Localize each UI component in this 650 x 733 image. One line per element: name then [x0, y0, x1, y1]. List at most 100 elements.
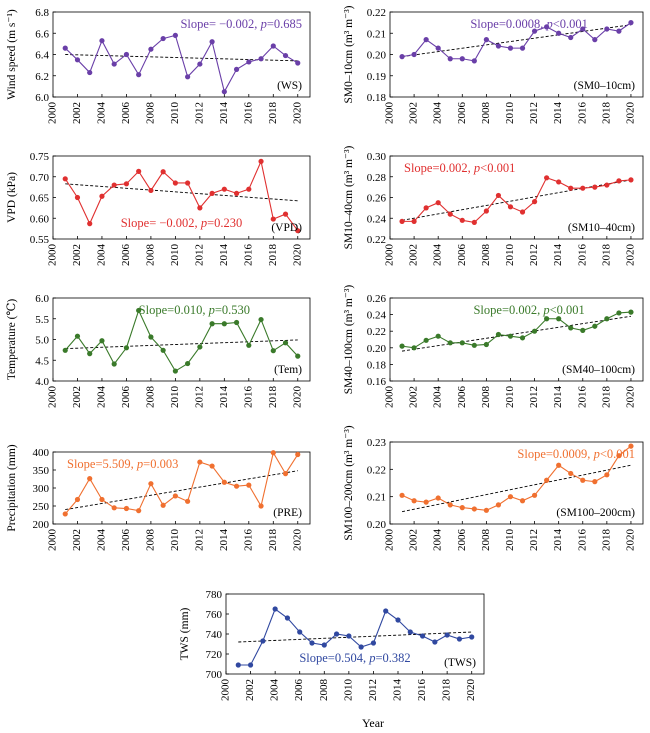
y-axis-title: TWS (mm) — [179, 607, 191, 660]
data-point — [495, 43, 502, 49]
data-point — [295, 451, 301, 458]
y-tick-label: 780 — [206, 589, 223, 601]
x-tick-label: 2000 — [47, 102, 59, 125]
slope-text: Slope=0.0008, — [470, 17, 546, 31]
data-point — [270, 348, 276, 354]
p-symbol: p — [208, 303, 215, 317]
data-point — [123, 51, 130, 58]
data-point — [407, 629, 413, 635]
data-point — [483, 507, 489, 513]
slope-annotation: Slope=0.0009, p<0.001 — [517, 447, 635, 461]
data-point — [235, 662, 241, 668]
data-point — [507, 45, 514, 51]
data-point — [74, 194, 81, 201]
data-point — [399, 54, 405, 60]
x-tick-label: 2016 — [242, 101, 254, 124]
x-tick-label: 2016 — [576, 102, 588, 125]
p-value-text: =0.230 — [207, 216, 242, 230]
data-point — [568, 34, 574, 41]
data-point — [471, 342, 477, 348]
data-point — [272, 606, 278, 612]
p-symbol: p — [368, 651, 375, 665]
data-point — [260, 638, 266, 644]
chart-panel-4: 0.22 0.24 0.26 0.28 0.30 2000 2002 2004 2006 2008… — [343, 145, 644, 267]
data-point — [282, 52, 289, 59]
p-symbol: p — [593, 447, 600, 461]
x-tick-label: 2016 — [242, 386, 254, 409]
data-point — [616, 178, 622, 184]
data-point — [544, 175, 550, 181]
x-tick-label: 2020 — [291, 529, 303, 552]
y-tick-label: 0.26 — [367, 193, 387, 205]
y-tick-label: 0.20 — [367, 519, 387, 531]
y-tick-label: 0.22 — [367, 326, 386, 338]
x-tick-label: 2018 — [600, 386, 612, 409]
y-tick-label: 0.18 — [367, 359, 387, 371]
p-value-text: <0.001 — [550, 303, 585, 317]
data-point — [258, 56, 264, 62]
x-tick-label: 2014 — [552, 529, 564, 552]
x-tick-label: 2000 — [47, 529, 59, 552]
x-tick-label: 2004 — [95, 386, 107, 409]
plot-frame — [389, 441, 644, 525]
data-point — [221, 321, 227, 327]
data-point — [136, 168, 142, 174]
y-tick-label: 0.22 — [367, 234, 386, 246]
data-point — [556, 179, 562, 185]
data-point — [148, 334, 154, 340]
data-point — [423, 37, 429, 43]
p-symbol: p — [200, 216, 207, 230]
x-tick-label: 2008 — [144, 244, 156, 267]
data-point — [483, 37, 489, 43]
x-tick-label: 2002 — [71, 386, 83, 408]
x-tick-label: 2020 — [291, 244, 303, 267]
p-symbol: p — [260, 17, 267, 31]
trend-line — [238, 631, 472, 643]
x-tick-label: 2002 — [408, 529, 420, 551]
data-point — [197, 205, 203, 211]
data-point — [435, 333, 441, 339]
y-tick-label: 0.23 — [367, 437, 387, 449]
data-point — [309, 640, 315, 646]
data-point — [495, 192, 502, 199]
data-point — [136, 508, 142, 514]
x-tick-label: 2002 — [408, 102, 420, 124]
x-tick-label: 2016 — [416, 679, 428, 702]
p-symbol: p — [473, 161, 480, 175]
data-point — [531, 28, 538, 34]
data-point — [459, 217, 465, 223]
y-tick-label: 6.6 — [35, 28, 49, 40]
data-point — [74, 496, 81, 503]
data-point — [469, 634, 475, 640]
p-value-text: =0.685 — [267, 17, 302, 31]
data-point — [99, 193, 105, 199]
x-tick-label: 2006 — [456, 244, 468, 267]
chart-panel-7: 200 250 300 350 400 2000 2002 2004 2006 2008 2010 2… — [6, 444, 311, 552]
x-tick-label: 2012 — [193, 244, 205, 266]
y-axis-title: SM40–100cm (m³ m⁻³) — [343, 285, 355, 395]
data-point — [99, 338, 105, 344]
data-point — [483, 208, 489, 214]
data-point — [423, 499, 429, 505]
y-tick-label: 6.0 — [35, 92, 49, 104]
data-point — [270, 43, 276, 49]
x-tick-label: 2006 — [120, 102, 132, 125]
data-point — [197, 61, 203, 67]
slope-annotation: Slope=0.0008, p<0.001 — [470, 17, 588, 31]
chart-panel-1: 6.0 6.2 6.4 6.6 6.8 2000 2002 2004 2006 2008 2010 2… — [6, 7, 311, 125]
data-point — [411, 218, 417, 224]
x-tick-label: 2012 — [528, 529, 540, 551]
data-point — [544, 477, 550, 483]
data-point — [459, 56, 465, 62]
x-tick-label: 2006 — [120, 529, 132, 552]
x-tick-label: 2010 — [504, 386, 516, 409]
x-tick-label: 2018 — [267, 529, 279, 552]
data-point — [399, 218, 405, 224]
chart-panel-2: 0.18 0.19 0.20 0.21 0.22 2000 2002 2004 2006 2008… — [343, 5, 644, 125]
x-tick-label: 2014 — [552, 244, 564, 267]
panel-tag: (Tem) — [274, 364, 302, 376]
p-value-text: =0.530 — [215, 303, 250, 317]
slope-text: Slope= −0.002, — [121, 216, 201, 230]
data-point — [197, 459, 203, 465]
data-point — [459, 340, 465, 346]
